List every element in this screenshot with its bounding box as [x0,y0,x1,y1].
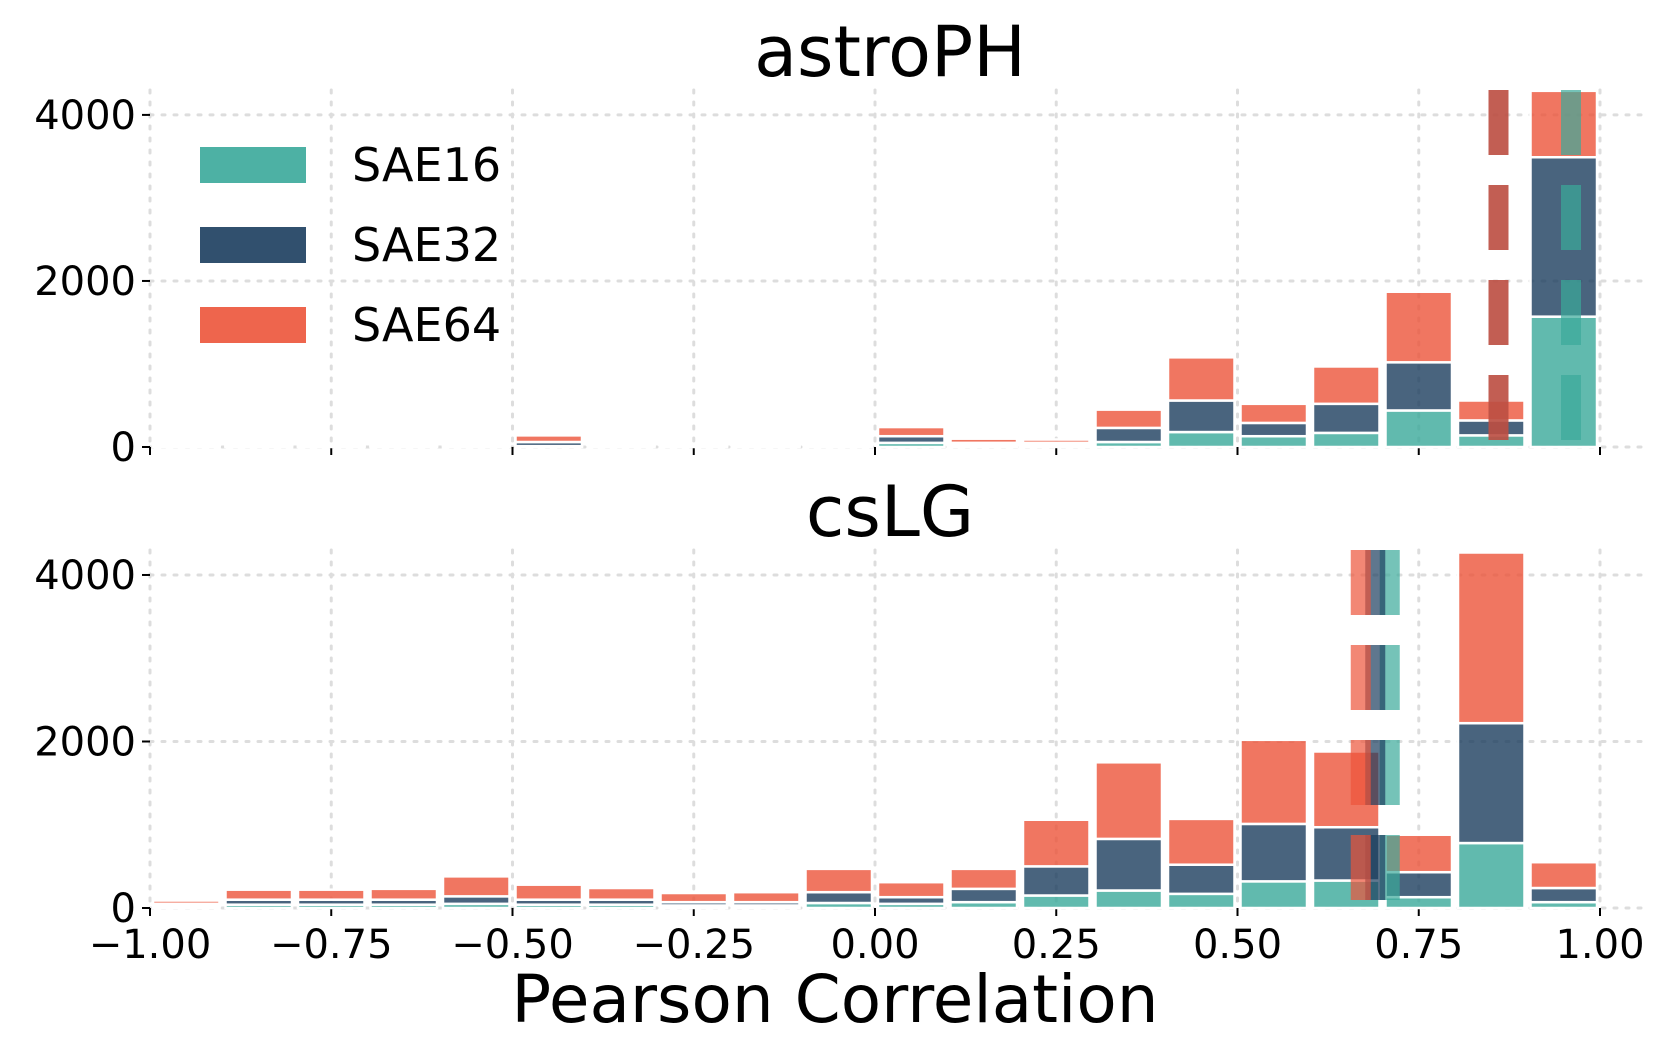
x-tick-label: −0.25 [632,922,755,968]
x-tick-label: 0.00 [830,922,919,968]
bar-sae64 [731,890,801,904]
y-tick-label: 0 [111,886,136,932]
bar-sae64 [1529,860,1599,890]
bar-sae64 [1021,818,1091,868]
bar-sae16 [1239,434,1309,449]
bar-sae32 [949,887,1019,904]
bar-sae64 [1239,402,1309,425]
bar-sae64 [441,440,511,446]
bar-sae64 [1311,365,1381,406]
y-tick-label: 4000 [34,553,136,599]
x-tick-label: 1.00 [1555,922,1644,968]
bar-sae32 [1239,421,1309,438]
bar-sae64 [876,425,946,438]
bar-sae64 [296,888,366,901]
bar-sae32 [1384,361,1454,412]
bar-sae64 [1239,738,1309,826]
bar-sae64 [1456,551,1526,725]
x-tick-label: 0.25 [1012,922,1101,968]
bar-sae64 [804,440,874,446]
bar-sae64 [514,883,584,901]
bar-sae32 [1166,399,1236,434]
bar-sae64 [441,875,511,898]
panel-title-astroph: astroPH [754,11,1026,93]
bar-sae64 [804,867,874,894]
bar-sae64 [1166,817,1236,866]
bar-sae16 [1094,889,1164,910]
bar-sae64 [949,867,1019,891]
bar-sae16 [1021,894,1091,910]
x-axis-label: Pearson Correlation [511,961,1158,1038]
bar-sae64 [224,888,294,901]
legend-swatch-sae16 [200,147,306,183]
bar-sae32 [1021,865,1091,897]
y-tick-label: 2000 [34,719,136,765]
bar-sae16 [1384,409,1454,449]
bar-sae64 [1094,408,1164,430]
bar-sae64 [586,442,656,447]
bar-sae64 [1094,761,1164,841]
bar-sae16 [1166,892,1236,910]
y-tick-label: 4000 [34,93,136,139]
legend-label-sae64: SAE64 [352,298,501,352]
bar-sae32 [1094,837,1164,892]
x-tick-label: 0.50 [1193,922,1282,968]
panel-cslg: csLG 0 2000 4000 [34,471,1647,932]
median-lines [1350,550,1400,908]
panel-astroph: astroPH 0 2000 4000 [34,11,1647,471]
median-lines [1488,90,1581,447]
bar-sae64 [369,887,439,901]
x-tick-label: −0.50 [451,922,574,968]
bar-sae64 [659,442,729,447]
x-tick-label: 0.75 [1374,922,1463,968]
bar-sae16 [1456,841,1526,910]
bar-sae64 [514,434,584,444]
bar-sae32 [1456,721,1526,845]
legend: SAE16 SAE32 SAE64 [200,138,501,352]
x-tick-label: −1.00 [89,922,212,968]
legend-label-sae16: SAE16 [352,138,501,192]
bar-sae64 [296,444,366,448]
legend-swatch-sae32 [200,227,306,263]
bar-sae64 [1021,438,1091,445]
bar-sae32 [1166,863,1236,896]
bar-sae64 [731,442,801,447]
bar-sae32 [804,890,874,905]
bar-sae64 [1166,356,1236,402]
x-tick-label: −0.75 [270,922,393,968]
bar-sae64 [949,437,1019,445]
y-tick-label: 2000 [34,259,136,305]
bar-sae64 [586,886,656,901]
legend-label-sae32: SAE32 [352,218,501,272]
bar-sae32 [1094,426,1164,444]
y-tick-label: 0 [111,425,136,471]
bar-sae32 [1239,822,1309,883]
bar-sae64 [369,442,439,447]
panel-title-cslg: csLG [806,471,974,553]
bar-sae64 [876,880,946,899]
x-axis-ticks: −1.00 −0.75 −0.50 −0.25 0.00 0.25 0.50 0.75 1.00 [89,922,1645,968]
bar-sae16 [1311,431,1381,449]
bar-sae64 [659,891,729,904]
bar-sae64 [151,899,221,906]
bar-sae16 [1239,880,1309,910]
bar-sae16 [1166,430,1236,449]
bar-sae32 [1311,402,1381,435]
bar-sae64 [1384,290,1454,364]
legend-swatch-sae64 [200,307,306,343]
bar-sae32 [1529,886,1599,904]
